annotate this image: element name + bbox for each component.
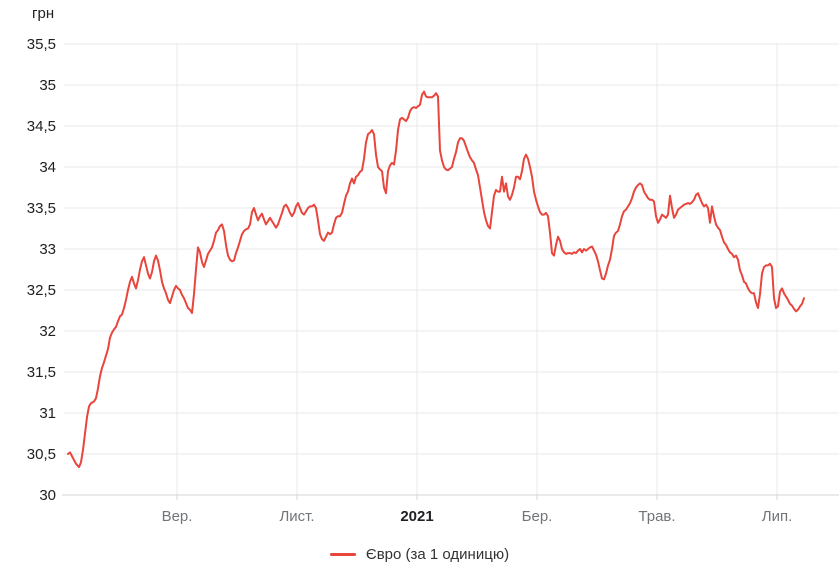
x-tick-label: Вер. <box>162 508 193 525</box>
x-tick-label: Лип. <box>762 508 793 525</box>
x-tick-label: Трав. <box>638 508 675 525</box>
y-axis-unit-label: грн <box>32 5 55 22</box>
x-tick-label: 2021 <box>400 508 433 525</box>
y-tick-label: 32 <box>39 323 56 340</box>
y-tick-label: 35 <box>39 77 56 94</box>
y-tick-label: 35,5 <box>27 36 56 53</box>
y-tick-label: 31 <box>39 405 56 422</box>
y-tick-label: 33,5 <box>27 200 56 217</box>
series-line <box>67 90 805 469</box>
legend-series-label: Євро (за 1 одиницю) <box>365 546 510 563</box>
y-tick-label: 34,5 <box>27 118 56 135</box>
x-tick-label: Лист. <box>279 508 314 525</box>
y-tick-label: 30,5 <box>27 446 56 463</box>
y-tick-label: 30 <box>39 487 56 504</box>
legend-line-marker <box>329 553 356 556</box>
y-tick-label: 32,5 <box>27 282 56 299</box>
legend[interactable]: Євро (за 1 одиницю) <box>0 546 839 563</box>
x-tick-label: Бер. <box>522 508 553 525</box>
y-tick-label: 31,5 <box>27 364 56 381</box>
y-tick-label: 34 <box>39 159 56 176</box>
y-tick-label: 33 <box>39 241 56 258</box>
